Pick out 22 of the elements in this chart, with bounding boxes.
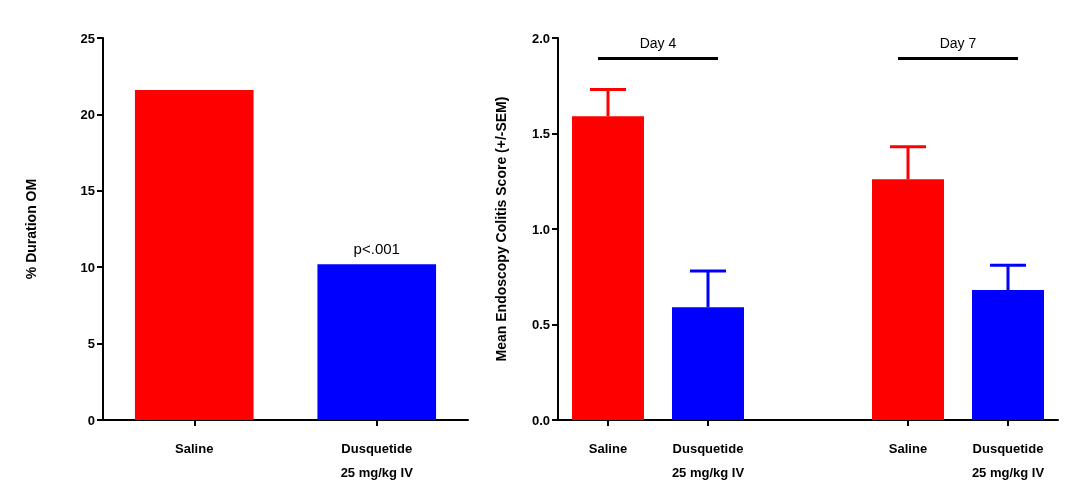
x-tick-label: Dusquetide 25 mg/kg IV [971,440,1045,480]
y-tick-label: 15 [80,183,95,199]
y-tick-label: 20 [80,106,95,122]
x-tick-label: Saline [175,440,214,456]
x-tick-label: Dusquetide 25 mg/kg IV [671,440,745,480]
y-tick-label: 0.0 [531,412,550,428]
y-tick-label: 25 [80,30,95,46]
y-tick-label: 1.5 [531,126,550,141]
x-tick-label: Saline [588,440,628,456]
annotation: Day 7 [939,35,977,51]
y-axis-title: % Duration OM [23,178,39,280]
y-tick-label: 10 [80,259,95,275]
x-tick-label: Dusquetide 25 mg/kg IV [340,440,414,480]
annotation: Day 4 [639,35,677,51]
y-tick-label: 5 [87,336,95,352]
y-tick-label: 2.0 [531,30,550,46]
x-tick-label: Saline [888,440,928,456]
annotation: p<.001 [353,240,400,258]
y-tick-label: 0 [87,412,95,428]
y-tick-label: 0.5 [531,317,550,332]
y-axis-title: Mean Endoscopy Colitis Score (+/-SEM) [493,96,509,362]
y-tick-label: 1.0 [531,221,550,237]
